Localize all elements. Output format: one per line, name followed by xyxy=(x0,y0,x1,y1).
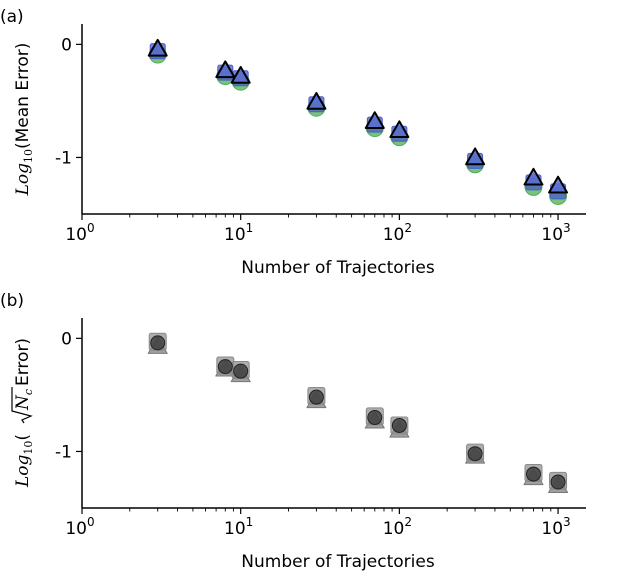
y-tick-label: 0 xyxy=(61,329,72,349)
x-tick-label-base: 10 xyxy=(383,519,405,539)
x-tick-label-exponent: 2 xyxy=(404,221,412,235)
x-tick-label-base: 10 xyxy=(224,519,246,539)
panel-a-points xyxy=(147,38,569,205)
data-point-circle xyxy=(525,466,541,482)
x-tick-label-base: 10 xyxy=(65,519,87,539)
svg-text:Nc: Nc xyxy=(13,389,35,411)
data-point-triangle xyxy=(230,66,251,84)
panel-b-y-axis-label-radicand-sub: c xyxy=(22,389,35,395)
panel-b-y-axis-label-open: ( xyxy=(13,434,33,441)
x-tick-label-exponent: 2 xyxy=(404,515,412,529)
x-tick-label-exponent: 1 xyxy=(246,515,254,529)
panel-b-y-axis-label-suffix: Error) xyxy=(13,338,33,386)
data-point-triangle xyxy=(147,38,168,57)
x-tick-label: 100 xyxy=(65,221,94,245)
data-point-triangle xyxy=(548,175,569,194)
x-tick-label: 103 xyxy=(541,515,570,539)
x-tick-label-base: 10 xyxy=(541,519,563,539)
data-point-triangle xyxy=(465,147,486,166)
panel-a-y-axis-label: Log10(Mean Error) xyxy=(13,43,35,197)
x-tick-label-exponent: 0 xyxy=(87,221,95,235)
svg-text:Log10(: Log10( xyxy=(13,434,35,488)
x-tick-label-exponent: 0 xyxy=(87,515,95,529)
x-tick-label-exponent: 3 xyxy=(563,515,571,529)
x-tick-label: 100 xyxy=(65,515,94,539)
y-tick-label: -1 xyxy=(55,148,72,168)
data-point-circle xyxy=(150,335,166,351)
data-point-triangle xyxy=(523,167,544,186)
x-tick-label: 102 xyxy=(383,221,412,245)
data-point-triangle xyxy=(306,92,327,110)
data-point-circle xyxy=(391,417,407,433)
x-tick-label-base: 10 xyxy=(541,225,563,245)
x-tick-label: 101 xyxy=(224,515,253,539)
panel-a-y-axis-label-sub: 10 xyxy=(22,149,35,163)
x-tick-label: 101 xyxy=(224,221,253,245)
data-point-triangle xyxy=(215,60,236,79)
panel-a-y-axis-label-suffix: (Mean Error) xyxy=(13,43,33,149)
x-tick-label-exponent: 3 xyxy=(563,221,571,235)
data-point-circle xyxy=(367,410,383,426)
panel-b-x-axis-label: Number of Trajectories xyxy=(241,552,435,572)
panel-b-points xyxy=(147,332,569,494)
x-tick-label-base: 10 xyxy=(65,225,87,245)
y-tick-label: -1 xyxy=(55,442,72,462)
panel-b-y-axis-label-sub: 10 xyxy=(22,441,35,455)
data-point-circle xyxy=(233,363,249,379)
data-point-triangle xyxy=(364,111,385,130)
y-tick-label: 0 xyxy=(61,35,72,55)
panel-a-label: (a) xyxy=(0,7,24,27)
panel-b-label: (b) xyxy=(0,291,24,311)
panel-b-sqrt-sign xyxy=(11,387,33,424)
data-point-triangle xyxy=(389,120,410,139)
x-tick-label: 102 xyxy=(383,515,412,539)
panel-b-y-axis-label-radicand: N xyxy=(13,394,33,411)
data-point-circle xyxy=(217,359,233,375)
panel-b-y-axis-label-prefix: Log xyxy=(13,454,33,488)
panel-a-y-axis-label-prefix: Log xyxy=(13,163,33,197)
x-tick-label-base: 10 xyxy=(383,225,405,245)
x-tick-label: 103 xyxy=(541,221,570,245)
data-point-circle xyxy=(467,446,483,462)
x-tick-label-exponent: 1 xyxy=(246,221,254,235)
x-tick-label-base: 10 xyxy=(224,225,246,245)
data-point-circle xyxy=(550,474,566,490)
panel-a-x-axis-label: Number of Trajectories xyxy=(241,258,435,278)
data-point-circle xyxy=(308,389,324,405)
panel-b-y-axis-label: Log10( Nc Error) xyxy=(11,338,35,488)
